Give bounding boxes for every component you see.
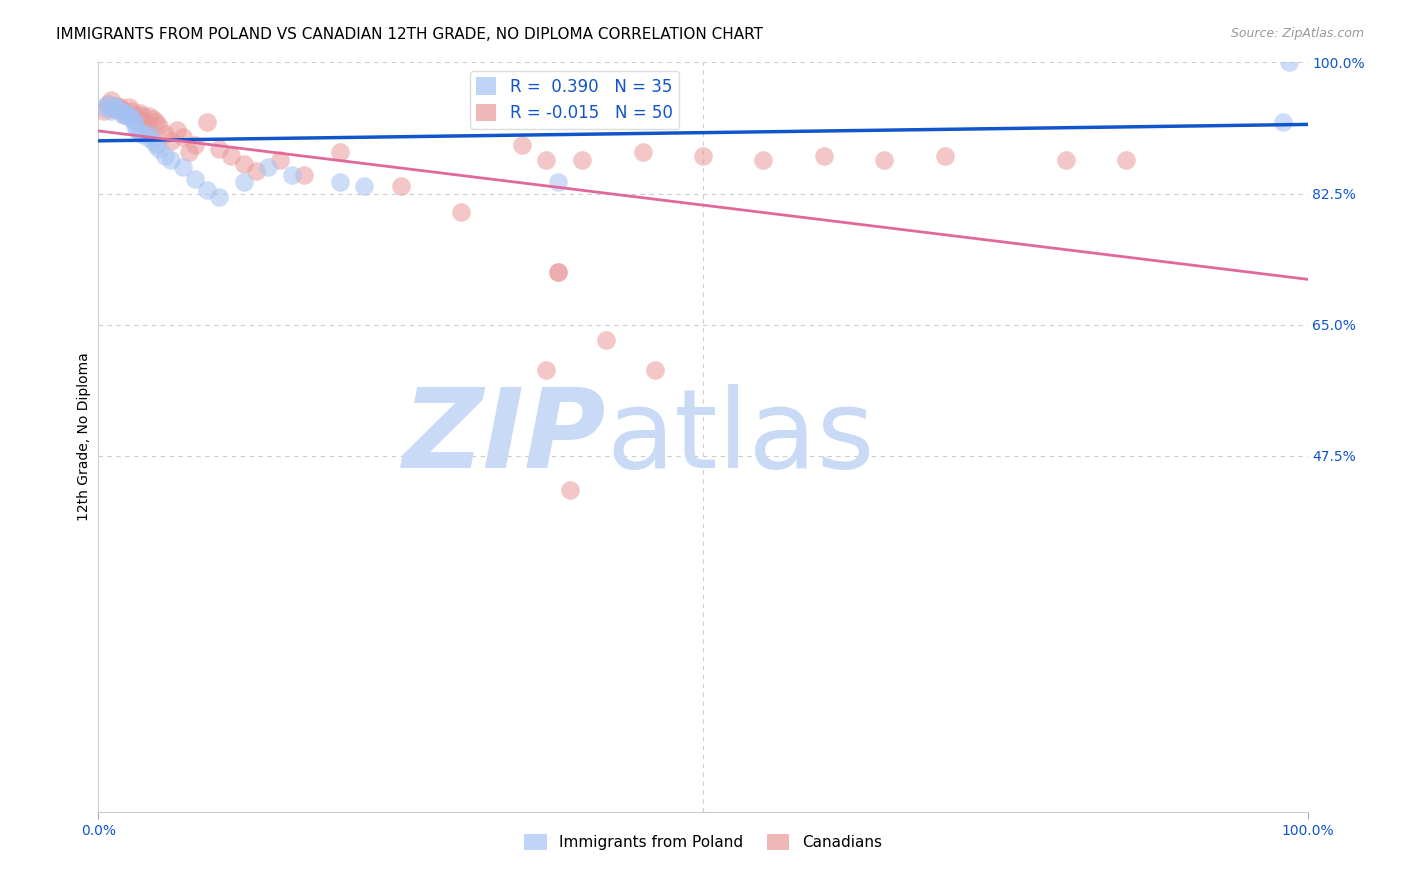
Point: [138, 127, 160, 141]
Text: ZIP: ZIP: [402, 384, 606, 491]
Point: [121, 112, 143, 126]
Point: [873, 153, 896, 167]
Point: [117, 108, 139, 122]
Point: [353, 179, 375, 194]
Point: [101, 102, 124, 116]
Point: [547, 265, 569, 279]
Point: [172, 161, 194, 175]
Text: atlas: atlas: [606, 384, 875, 491]
Point: [166, 123, 188, 137]
Point: [595, 333, 617, 347]
Point: [153, 149, 176, 163]
Point: [97, 96, 120, 111]
Point: [221, 149, 243, 163]
Point: [547, 265, 569, 279]
Point: [101, 100, 124, 114]
Point: [195, 183, 218, 197]
Text: IMMIGRANTS FROM POLAND VS CANADIAN 12TH GRADE, NO DIPLOMA CORRELATION CHART: IMMIGRANTS FROM POLAND VS CANADIAN 12TH …: [56, 27, 763, 42]
Point: [184, 137, 207, 152]
Point: [631, 145, 654, 160]
Point: [124, 119, 146, 133]
Point: [104, 99, 127, 113]
Point: [118, 100, 141, 114]
Point: [128, 106, 150, 120]
Point: [692, 149, 714, 163]
Point: [245, 164, 267, 178]
Point: [107, 102, 129, 116]
Point: [127, 123, 149, 137]
Point: [93, 104, 115, 119]
Point: [135, 119, 157, 133]
Point: [256, 161, 278, 175]
Point: [145, 115, 167, 129]
Point: [131, 109, 153, 123]
Point: [148, 119, 170, 133]
Point: [389, 179, 412, 194]
Point: [179, 145, 201, 160]
Legend: Immigrants from Poland, Canadians: Immigrants from Poland, Canadians: [519, 829, 887, 856]
Point: [160, 134, 183, 148]
Point: [100, 104, 122, 119]
Point: [269, 153, 291, 167]
Point: [813, 149, 835, 163]
Point: [114, 108, 136, 122]
Point: [208, 190, 231, 204]
Point: [571, 153, 593, 167]
Point: [160, 153, 183, 167]
Point: [450, 205, 472, 219]
Point: [118, 109, 141, 123]
Point: [752, 153, 775, 167]
Point: [134, 115, 156, 129]
Point: [142, 134, 165, 148]
Point: [138, 109, 160, 123]
Point: [121, 104, 143, 119]
Point: [292, 168, 315, 182]
Point: [644, 362, 666, 376]
Point: [534, 153, 557, 167]
Point: [124, 115, 146, 129]
Point: [547, 175, 569, 189]
Point: [1278, 55, 1301, 70]
Point: [135, 130, 157, 145]
Point: [142, 112, 165, 126]
Point: [148, 142, 170, 156]
Y-axis label: 12th Grade, No Diploma: 12th Grade, No Diploma: [77, 352, 91, 522]
Point: [232, 156, 254, 170]
Point: [232, 175, 254, 189]
Point: [105, 99, 128, 113]
Point: [184, 171, 207, 186]
Point: [329, 145, 352, 160]
Point: [534, 362, 557, 376]
Point: [108, 104, 131, 119]
Point: [1115, 153, 1137, 167]
Point: [114, 106, 136, 120]
Point: [108, 100, 131, 114]
Point: [127, 112, 149, 126]
Point: [100, 93, 122, 107]
Point: [97, 96, 120, 111]
Point: [129, 127, 152, 141]
Point: [124, 108, 146, 122]
Text: Source: ZipAtlas.com: Source: ZipAtlas.com: [1230, 27, 1364, 40]
Point: [93, 100, 115, 114]
Point: [1054, 153, 1077, 167]
Point: [558, 483, 581, 497]
Point: [329, 175, 352, 189]
Point: [934, 149, 956, 163]
Point: [208, 142, 231, 156]
Point: [153, 127, 176, 141]
Point: [281, 168, 304, 182]
Point: [195, 115, 218, 129]
Point: [172, 130, 194, 145]
Point: [111, 104, 134, 119]
Point: [111, 108, 134, 122]
Point: [145, 137, 167, 152]
Point: [510, 137, 533, 152]
Point: [1272, 115, 1295, 129]
